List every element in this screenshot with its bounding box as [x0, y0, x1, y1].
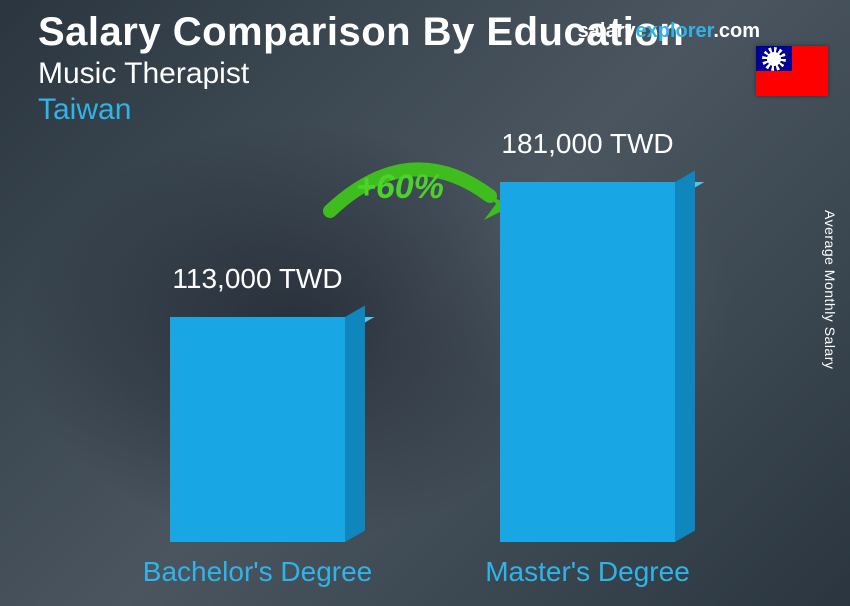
- brand-part-2: explorer: [635, 20, 713, 42]
- bar-side-face: [345, 305, 365, 542]
- percent-increase-badge: +60%: [356, 168, 444, 207]
- bar-0: [170, 317, 345, 542]
- bar-category-label-0: Bachelor's Degree: [120, 556, 395, 588]
- bar-chart: +60% 113,000 TWDBachelor's Degree181,000…: [0, 150, 850, 606]
- infographic-stage: Salary Comparison By Education Music The…: [0, 0, 850, 606]
- location: Taiwan: [38, 93, 812, 127]
- bar-front-face: [500, 182, 675, 542]
- taiwan-flag-icon: [756, 46, 828, 96]
- bar-value-label-0: 113,000 TWD: [140, 263, 375, 295]
- bar-side-face: [675, 170, 695, 542]
- flag-sun-icon: [767, 52, 781, 66]
- bar-value-label-1: 181,000 TWD: [470, 128, 705, 160]
- flag-canton: [756, 46, 792, 71]
- brand-logo: salaryexplorer.com: [578, 20, 760, 43]
- job-title: Music Therapist: [38, 57, 812, 91]
- bar-front-face: [170, 317, 345, 542]
- brand-part-1: salary: [578, 20, 636, 42]
- brand-part-3: .com: [713, 20, 760, 42]
- bar-1: [500, 182, 675, 542]
- bar-category-label-1: Master's Degree: [450, 556, 725, 588]
